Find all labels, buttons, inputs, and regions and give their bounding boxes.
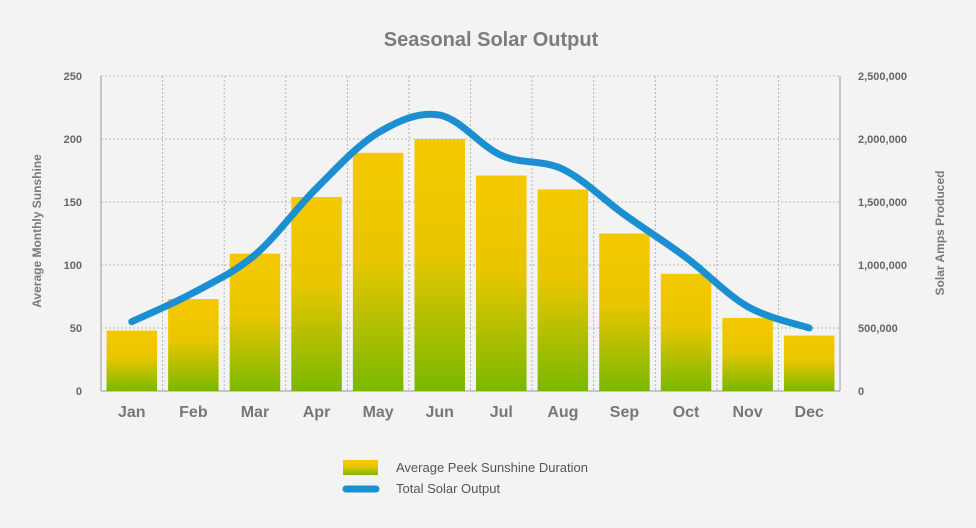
x-tick-label-feb: Feb xyxy=(179,404,208,421)
line-point-dec xyxy=(808,327,810,329)
y2-tick-label: 1,000,000 xyxy=(858,260,907,272)
legend: Average Peek Sunshine Duration Total Sol… xyxy=(342,460,588,496)
x-tick-label-jul: Jul xyxy=(490,404,513,421)
bar-may xyxy=(352,152,404,391)
bar-feb xyxy=(168,299,219,391)
line-point-sep xyxy=(623,214,625,216)
y2-tick-label: 2,000,000 xyxy=(858,134,907,146)
x-tick-label-nov: Nov xyxy=(733,404,763,421)
legend-line-label: Total Solar Output xyxy=(396,481,500,496)
x-tick-label-oct: Oct xyxy=(673,404,700,421)
bar-jan xyxy=(106,330,158,391)
y-tick-label: 100 xyxy=(64,260,82,272)
bar-jul xyxy=(476,175,527,391)
y-tick-label: 250 xyxy=(64,71,82,83)
bar-jun xyxy=(414,139,465,391)
line-point-mar xyxy=(254,254,256,256)
x-tick-label-aug: Aug xyxy=(547,404,578,421)
axis-ticks: 0 50 100 150 200 250 0 500,000 1,000,000 1,500,00… xyxy=(64,71,907,421)
bar-series xyxy=(106,139,835,391)
bar-dec xyxy=(783,335,835,391)
x-tick-label-mar: Mar xyxy=(241,404,269,421)
total-solar-output-line xyxy=(128,110,813,332)
x-tick-label-jun: Jun xyxy=(425,404,453,421)
bar-apr xyxy=(291,196,342,391)
x-tick-label-sep: Sep xyxy=(610,404,640,421)
line-point-jan xyxy=(131,321,133,323)
x-tick-label-apr: Apr xyxy=(303,404,331,421)
bar-mar xyxy=(229,253,281,391)
y-tick-label: 200 xyxy=(64,134,82,146)
chart-title: Seasonal Solar Output xyxy=(384,29,599,51)
bar-oct xyxy=(660,273,712,391)
y-axis-label: Average Monthly Sunshine xyxy=(30,154,44,308)
line-point-jul xyxy=(500,154,502,156)
x-tick-label-may: May xyxy=(363,404,394,421)
line-point-jun xyxy=(439,114,441,116)
bar-sep xyxy=(599,233,650,391)
line-point-apr xyxy=(316,187,318,189)
bar-nov xyxy=(722,317,773,391)
y2-tick-label: 500,000 xyxy=(858,323,898,335)
y2-axis-label: Solar Amps Produced xyxy=(933,171,947,296)
legend-bar-swatch xyxy=(343,460,378,475)
line-point-feb xyxy=(192,292,194,294)
y-tick-label: 150 xyxy=(64,197,82,209)
line-point-nov xyxy=(747,306,749,308)
y-tick-label: 0 xyxy=(76,386,82,398)
bar-aug xyxy=(537,189,589,391)
line-point-oct xyxy=(685,256,687,258)
x-tick-label-jan: Jan xyxy=(118,404,146,421)
y2-tick-label: 2,500,000 xyxy=(858,71,907,83)
line-point-may xyxy=(377,132,379,134)
y2-tick-label: 0 xyxy=(858,386,864,398)
y2-tick-label: 1,500,000 xyxy=(858,197,907,209)
grid xyxy=(100,75,841,392)
x-tick-label-dec: Dec xyxy=(795,404,824,421)
line-series xyxy=(128,110,813,332)
y-tick-label: 50 xyxy=(70,323,82,335)
line-point-aug xyxy=(562,168,564,170)
legend-bar-label: Average Peek Sunshine Duration xyxy=(396,460,588,475)
